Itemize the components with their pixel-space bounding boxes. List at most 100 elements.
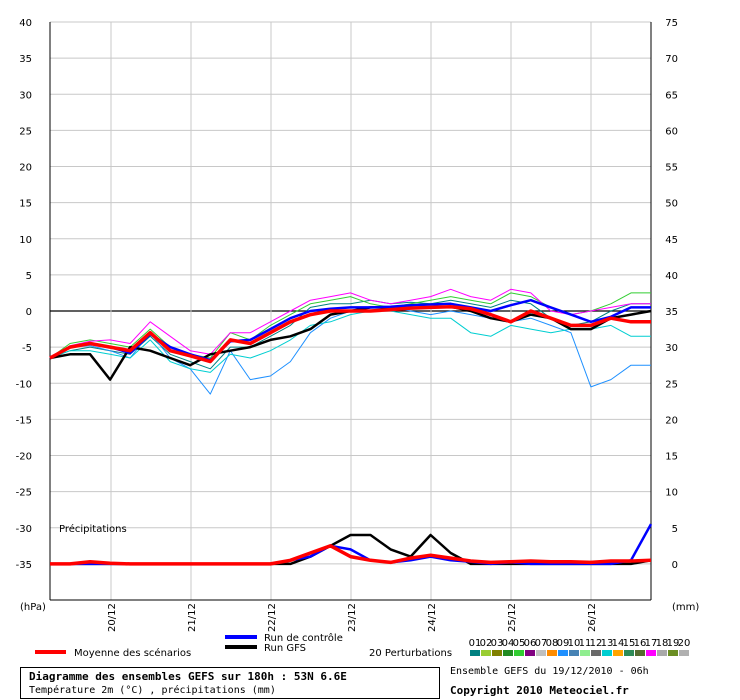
left-tick-label: 0 (26, 307, 32, 318)
perturbation-swatch (679, 650, 689, 656)
right-tick-label: 50 (665, 199, 678, 210)
perturbation-swatch (536, 650, 546, 656)
perturbation-swatch (668, 650, 678, 656)
perturbation-number: 10 (568, 638, 581, 649)
perturbation-swatch (624, 650, 634, 656)
date-tick-label: 22/12 (267, 603, 278, 632)
legend: Moyenne des scénarios Run de contrôle Ru… (35, 632, 690, 659)
left-tick-label: 15 (19, 199, 32, 210)
perturbation-number: 07 (535, 638, 548, 649)
left-tick-label: 40 (19, 18, 32, 29)
title-box: Diagramme des ensembles GEFS sur 180h : … (20, 667, 440, 699)
left-tick-label: 25 (19, 126, 32, 137)
perturbation-number: 16 (634, 638, 647, 649)
perturbation-swatch (558, 650, 568, 656)
right-tick-label: 20 (665, 415, 678, 426)
perturbation-swatch (635, 650, 645, 656)
chart-title: Diagramme des ensembles GEFS sur 180h : … (29, 670, 347, 683)
axes: 4035302520151050-5-10-15-20-25-30-357570… (16, 18, 678, 632)
left-tick-label: -30 (16, 524, 32, 535)
run-info: Ensemble GEFS du 19/12/2010 - 06h (450, 666, 649, 677)
date-tick-label: 23/12 (347, 603, 358, 632)
perturbation-swatch (602, 650, 612, 656)
right-tick-label: 65 (665, 90, 678, 101)
perturbation-swatch (657, 650, 667, 656)
perturbation-number: 08 (546, 638, 559, 649)
grid (50, 21, 651, 600)
right-axis-unit: (mm) (672, 602, 699, 613)
perturbation-swatch (591, 650, 601, 656)
perturbation-number: 03 (491, 638, 504, 649)
perturbation-swatch (514, 650, 524, 656)
perturbation-swatch (580, 650, 590, 656)
perturbation-number: 13 (601, 638, 614, 649)
right-tick-label: 55 (665, 163, 678, 174)
right-tick-label: 10 (665, 488, 678, 499)
right-tick-label: 15 (665, 452, 678, 463)
right-tick-label: 5 (672, 524, 678, 535)
right-tick-label: 75 (665, 18, 678, 29)
series (49, 288, 653, 566)
perturbation-number: 11 (579, 638, 592, 649)
date-tick-label: 21/12 (187, 603, 198, 632)
perturbation-number: 01 (469, 638, 482, 649)
right-tick-label: 0 (672, 560, 678, 571)
left-tick-label: -15 (16, 415, 32, 426)
perturbation-number: 04 (502, 638, 515, 649)
right-tick-label: 60 (665, 126, 678, 137)
left-tick-label: 30 (19, 90, 32, 101)
left-tick-label: -25 (16, 488, 32, 499)
perturbation-swatch (646, 650, 656, 656)
right-tick-label: 35 (665, 307, 678, 318)
chart-subtitle: Température 2m (°C) , précipitations (mm… (29, 685, 276, 696)
perturbation-number: 14 (612, 638, 625, 649)
perturbation-swatch (547, 650, 557, 656)
perturbation-swatch (525, 650, 535, 656)
legend-control-label: Run de contrôle (264, 632, 343, 644)
perturbation-number: 20 (678, 638, 691, 649)
perturbation-number: 17 (645, 638, 658, 649)
left-tick-label: -5 (22, 343, 32, 354)
left-tick-label: -10 (16, 379, 32, 390)
perturbation-number: 05 (513, 638, 526, 649)
left-tick-label: -20 (16, 452, 32, 463)
right-tick-label: 30 (665, 343, 678, 354)
left-tick-label: 5 (26, 271, 32, 282)
perturbation-number: 06 (524, 638, 537, 649)
left-tick-label: 10 (19, 235, 32, 246)
perturbation-number: 19 (667, 638, 680, 649)
left-tick-label: 35 (19, 54, 32, 65)
perturbation-swatch (613, 650, 623, 656)
date-tick-label: 26/12 (587, 603, 598, 632)
axis-labels: (hPa) (mm) Précipitations (20, 523, 699, 613)
perturbation-number: 18 (656, 638, 669, 649)
perturbation-number: 02 (480, 638, 493, 649)
mean-precip-line (50, 544, 652, 566)
right-tick-label: 40 (665, 271, 678, 282)
perturbation-number: 15 (623, 638, 636, 649)
date-tick-label: 20/12 (107, 603, 118, 632)
precipitation-label: Précipitations (59, 523, 127, 535)
perturbation-temperature-line (49, 288, 651, 359)
perturbation-number: 12 (590, 638, 603, 649)
perturbation-temperature-line (49, 310, 651, 373)
left-tick-label: 20 (19, 163, 32, 174)
right-tick-label: 45 (665, 235, 678, 246)
perturbation-swatch (569, 650, 579, 656)
date-tick-label: 25/12 (507, 603, 518, 632)
legend-mean-label: Moyenne des scénarios (74, 647, 191, 659)
perturbation-swatch (481, 650, 491, 656)
right-tick-label: 25 (665, 379, 678, 390)
perturbation-swatch (470, 650, 480, 656)
mean-temperature-line (49, 304, 651, 364)
legend-gfs-label: Run GFS (264, 643, 306, 654)
perturbation-number: 09 (557, 638, 570, 649)
perturbation-swatch (503, 650, 513, 656)
perturbation-swatch (492, 650, 502, 656)
date-tick-label: 24/12 (427, 603, 438, 632)
copyright: Copyright 2010 Meteociel.fr (450, 684, 629, 697)
left-axis-unit: (hPa) (20, 602, 46, 613)
right-tick-label: 70 (665, 54, 678, 65)
